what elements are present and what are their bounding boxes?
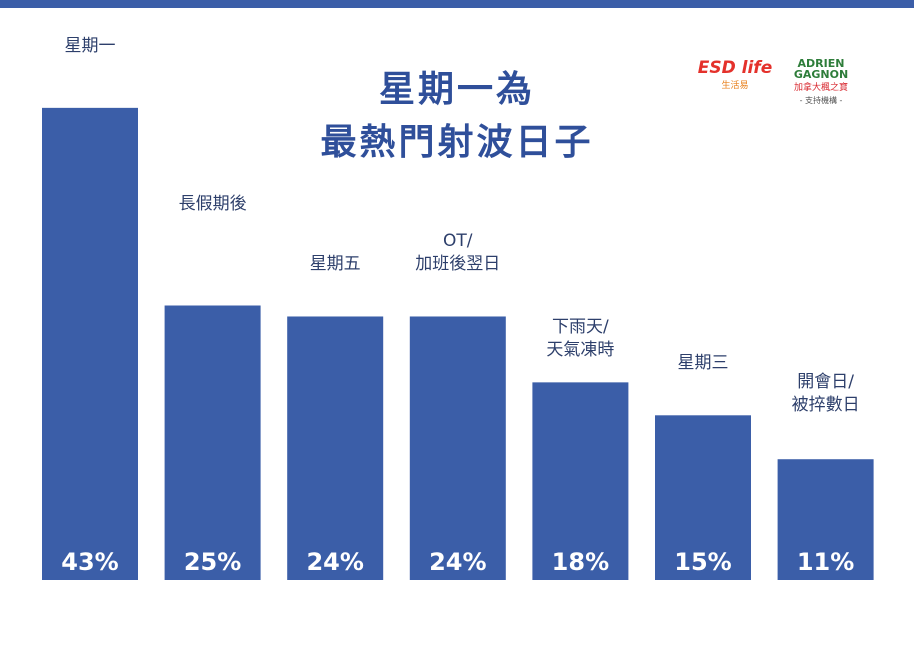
value-label: 11%	[797, 548, 854, 576]
sponsor-name: ADRIEN GAGNON	[793, 57, 849, 81]
value-label: 25%	[184, 548, 241, 576]
value-label: 24%	[306, 548, 363, 576]
top-band	[0, 0, 914, 8]
category-label: 開會日/ 被捽數日	[791, 372, 860, 416]
value-label: 18%	[552, 548, 609, 576]
category-label: 星期三	[677, 353, 729, 374]
bar	[777, 459, 874, 580]
category-label: 星期一	[64, 35, 116, 56]
category-label: 下雨天/ 天氣凍時	[546, 317, 615, 361]
bar	[655, 415, 751, 580]
value-label: 15%	[674, 548, 731, 576]
sponsor-name: ESD life	[697, 58, 773, 78]
bar	[164, 305, 261, 580]
bar	[532, 382, 629, 580]
value-label: 24%	[429, 548, 486, 576]
sponsor-logo: ADRIEN GAGNON 加拿大楓之寶 - 支持機構 -	[784, 58, 858, 106]
chart-title: 最熱門射波日子	[320, 122, 594, 163]
bar	[42, 107, 138, 581]
bar	[409, 316, 506, 580]
category-label: 長假期後	[178, 193, 247, 214]
sponsor-caption: - 支持機構 -	[799, 96, 843, 105]
sponsor-subname: 生活易	[721, 81, 749, 91]
bar	[287, 316, 384, 580]
value-label: 43%	[61, 548, 118, 576]
sponsor-logo: ESD life 生活易	[690, 58, 780, 91]
chart-title: 星期一為	[378, 69, 535, 110]
sponsor-subname: 加拿大楓之寶	[793, 83, 848, 93]
category-label: OT/ 加班後翌日	[415, 231, 501, 275]
category-label: 星期五	[309, 254, 361, 275]
